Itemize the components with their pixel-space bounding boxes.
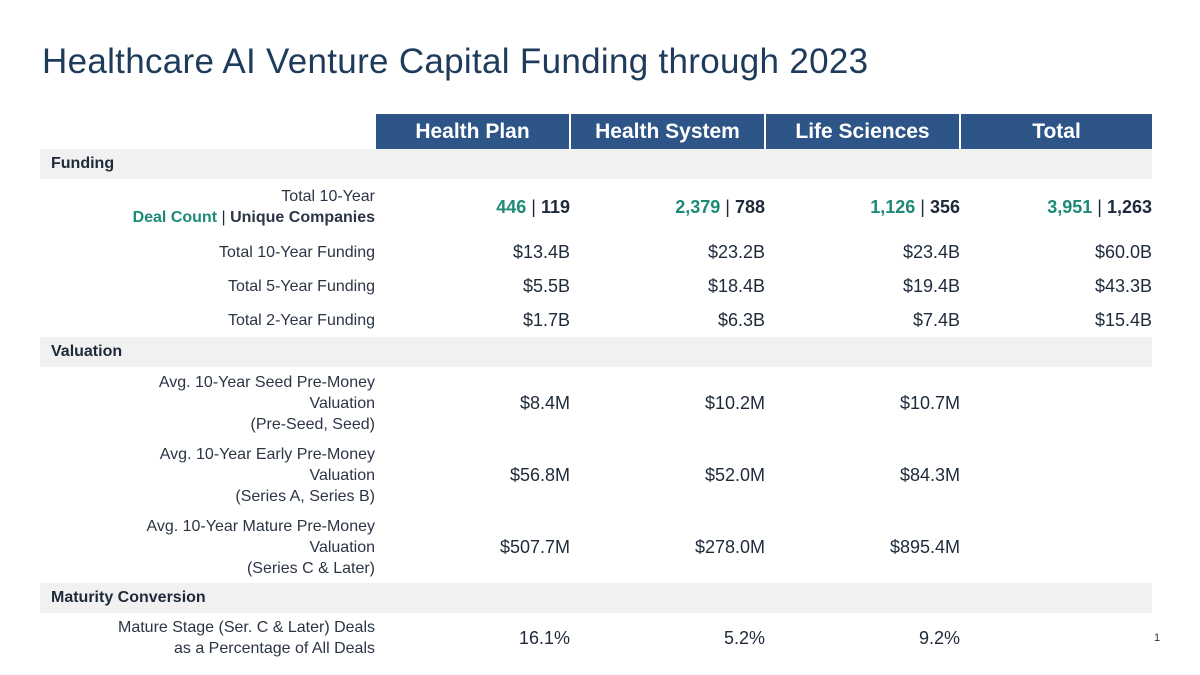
table-cell: $60.0B	[1094, 241, 1152, 262]
table-cell	[960, 511, 1152, 583]
page-number: 1	[1154, 632, 1161, 644]
row-label-line: Mature Stage (Ser. C & Later) Deals	[118, 619, 375, 636]
table-cell: $10.2M	[704, 392, 765, 413]
table-cell	[960, 613, 1152, 663]
table-row-funding-5yr: Total 5-Year Funding $5.5B $18.4B $19.4B…	[40, 269, 1152, 303]
table-cell: 16.1%	[518, 627, 570, 648]
separator: |	[531, 196, 536, 217]
header-blank-cell	[40, 114, 375, 149]
unique-companies-value: 119	[540, 196, 570, 217]
table-row-early-valuation: Avg. 10-Year Early Pre-Money Valuation (…	[40, 439, 1152, 511]
table-cell: $43.3B	[1094, 275, 1152, 296]
separator: |	[221, 209, 226, 226]
table-cell: 9.2%	[918, 627, 960, 648]
table-cell: $56.8M	[509, 464, 570, 485]
table-cell: $895.4M	[889, 536, 960, 557]
unique-companies-value: 356	[929, 196, 960, 217]
table-cell	[960, 367, 1152, 439]
table-row-funding-2yr: Total 2-Year Funding $1.7B $6.3B $7.4B $…	[40, 303, 1152, 337]
table-row-funding-10yr: Total 10-Year Funding $13.4B $23.2B $23.…	[40, 235, 1152, 269]
row-label: Avg. 10-Year Mature Pre-Money Valuation …	[40, 511, 375, 583]
table-cell: $23.4B	[902, 241, 960, 262]
section-label-maturity: Maturity Conversion	[40, 583, 1152, 613]
row-label: Total 10-Year Funding	[219, 243, 375, 261]
deal-count-value: 2,379	[675, 196, 721, 217]
deal-cell-life-sciences: 1,126 | 356	[765, 179, 960, 235]
row-label-line: Avg. 10-Year Seed Pre-Money	[158, 373, 375, 391]
section-row-funding: Funding	[40, 149, 1152, 179]
row-label-line: Total 10-Year	[281, 188, 375, 205]
table-cell: $7.4B	[912, 309, 960, 330]
table-cell: $19.4B	[902, 275, 960, 296]
row-label: Mature Stage (Ser. C & Later) Deals as a…	[40, 613, 375, 663]
section-row-valuation: Valuation	[40, 337, 1152, 367]
deal-cell-health-plan: 446 | 119	[375, 179, 570, 235]
table-cell: $13.4B	[512, 241, 570, 262]
table-cell: $278.0M	[694, 536, 765, 557]
table-cell: $10.7M	[899, 392, 960, 413]
table-cell: $18.4B	[707, 275, 765, 296]
row-label: Avg. 10-Year Seed Pre-Money Valuation (P…	[40, 367, 375, 439]
unique-companies-value: 1,263	[1106, 196, 1152, 217]
row-label: Avg. 10-Year Early Pre-Money Valuation (…	[40, 439, 375, 511]
column-header-life-sciences: Life Sciences	[764, 114, 960, 149]
funding-table: Health Plan Health System Life Sciences …	[40, 114, 1152, 663]
row-label: Total 2-Year Funding	[227, 311, 375, 329]
row-label-line: Avg. 10-Year Mature Pre-Money	[146, 517, 375, 535]
section-label-valuation: Valuation	[40, 337, 1152, 367]
table-cell	[960, 439, 1152, 511]
row-label-line: Valuation	[309, 466, 375, 484]
deal-cell-health-system: 2,379 | 788	[570, 179, 765, 235]
deal-cell-total: 3,951 | 1,263	[960, 179, 1152, 235]
table-cell: $15.4B	[1094, 309, 1152, 330]
table-cell: 5.2%	[723, 627, 765, 648]
column-header-total: Total	[959, 114, 1152, 149]
row-label: Total 5-Year Funding	[227, 277, 375, 295]
unique-companies-value: 788	[734, 196, 765, 217]
table-cell: $5.5B	[522, 275, 570, 296]
table-row-mature-valuation: Avg. 10-Year Mature Pre-Money Valuation …	[40, 511, 1152, 583]
table-cell: $1.7B	[522, 309, 570, 330]
separator: |	[1097, 196, 1102, 217]
column-header-health-plan: Health Plan	[374, 114, 570, 149]
column-header-health-system: Health System	[569, 114, 765, 149]
page-title: Healthcare AI Venture Capital Funding th…	[42, 42, 869, 81]
table-cell: $23.2B	[707, 241, 765, 262]
table-row-maturity-conversion: Mature Stage (Ser. C & Later) Deals as a…	[40, 613, 1152, 663]
separator: |	[920, 196, 925, 217]
row-label-line: (Series C & Later)	[246, 559, 375, 577]
unique-companies-label: Unique Companies	[230, 209, 375, 226]
table-row-seed-valuation: Avg. 10-Year Seed Pre-Money Valuation (P…	[40, 367, 1152, 439]
table-cell: $507.7M	[499, 536, 570, 557]
table-cell: $6.3B	[717, 309, 765, 330]
row-label-line: (Series A, Series B)	[235, 487, 375, 505]
deal-count-label: Deal Count	[132, 209, 218, 226]
row-label-deal-count: Total 10-Year Deal Count | Unique Compan…	[40, 179, 375, 235]
deal-count-value: 3,951	[1047, 196, 1093, 217]
deal-count-value: 1,126	[870, 196, 916, 217]
section-label-funding: Funding	[40, 149, 1152, 179]
row-label-line: Avg. 10-Year Early Pre-Money	[159, 445, 375, 463]
row-label-line: as a Percentage of All Deals	[173, 640, 375, 657]
table-header-row: Health Plan Health System Life Sciences …	[40, 114, 1152, 149]
table-row-deal-count: Total 10-Year Deal Count | Unique Compan…	[40, 179, 1152, 235]
row-label-line: Valuation	[309, 538, 375, 556]
section-row-maturity: Maturity Conversion	[40, 583, 1152, 613]
row-label-line: (Pre-Seed, Seed)	[250, 415, 375, 433]
separator: |	[725, 196, 730, 217]
table-cell: $8.4M	[519, 392, 570, 413]
table-cell: $52.0M	[704, 464, 765, 485]
row-label-line: Valuation	[309, 394, 375, 412]
table-cell: $84.3M	[899, 464, 960, 485]
deal-count-value: 446	[496, 196, 527, 217]
